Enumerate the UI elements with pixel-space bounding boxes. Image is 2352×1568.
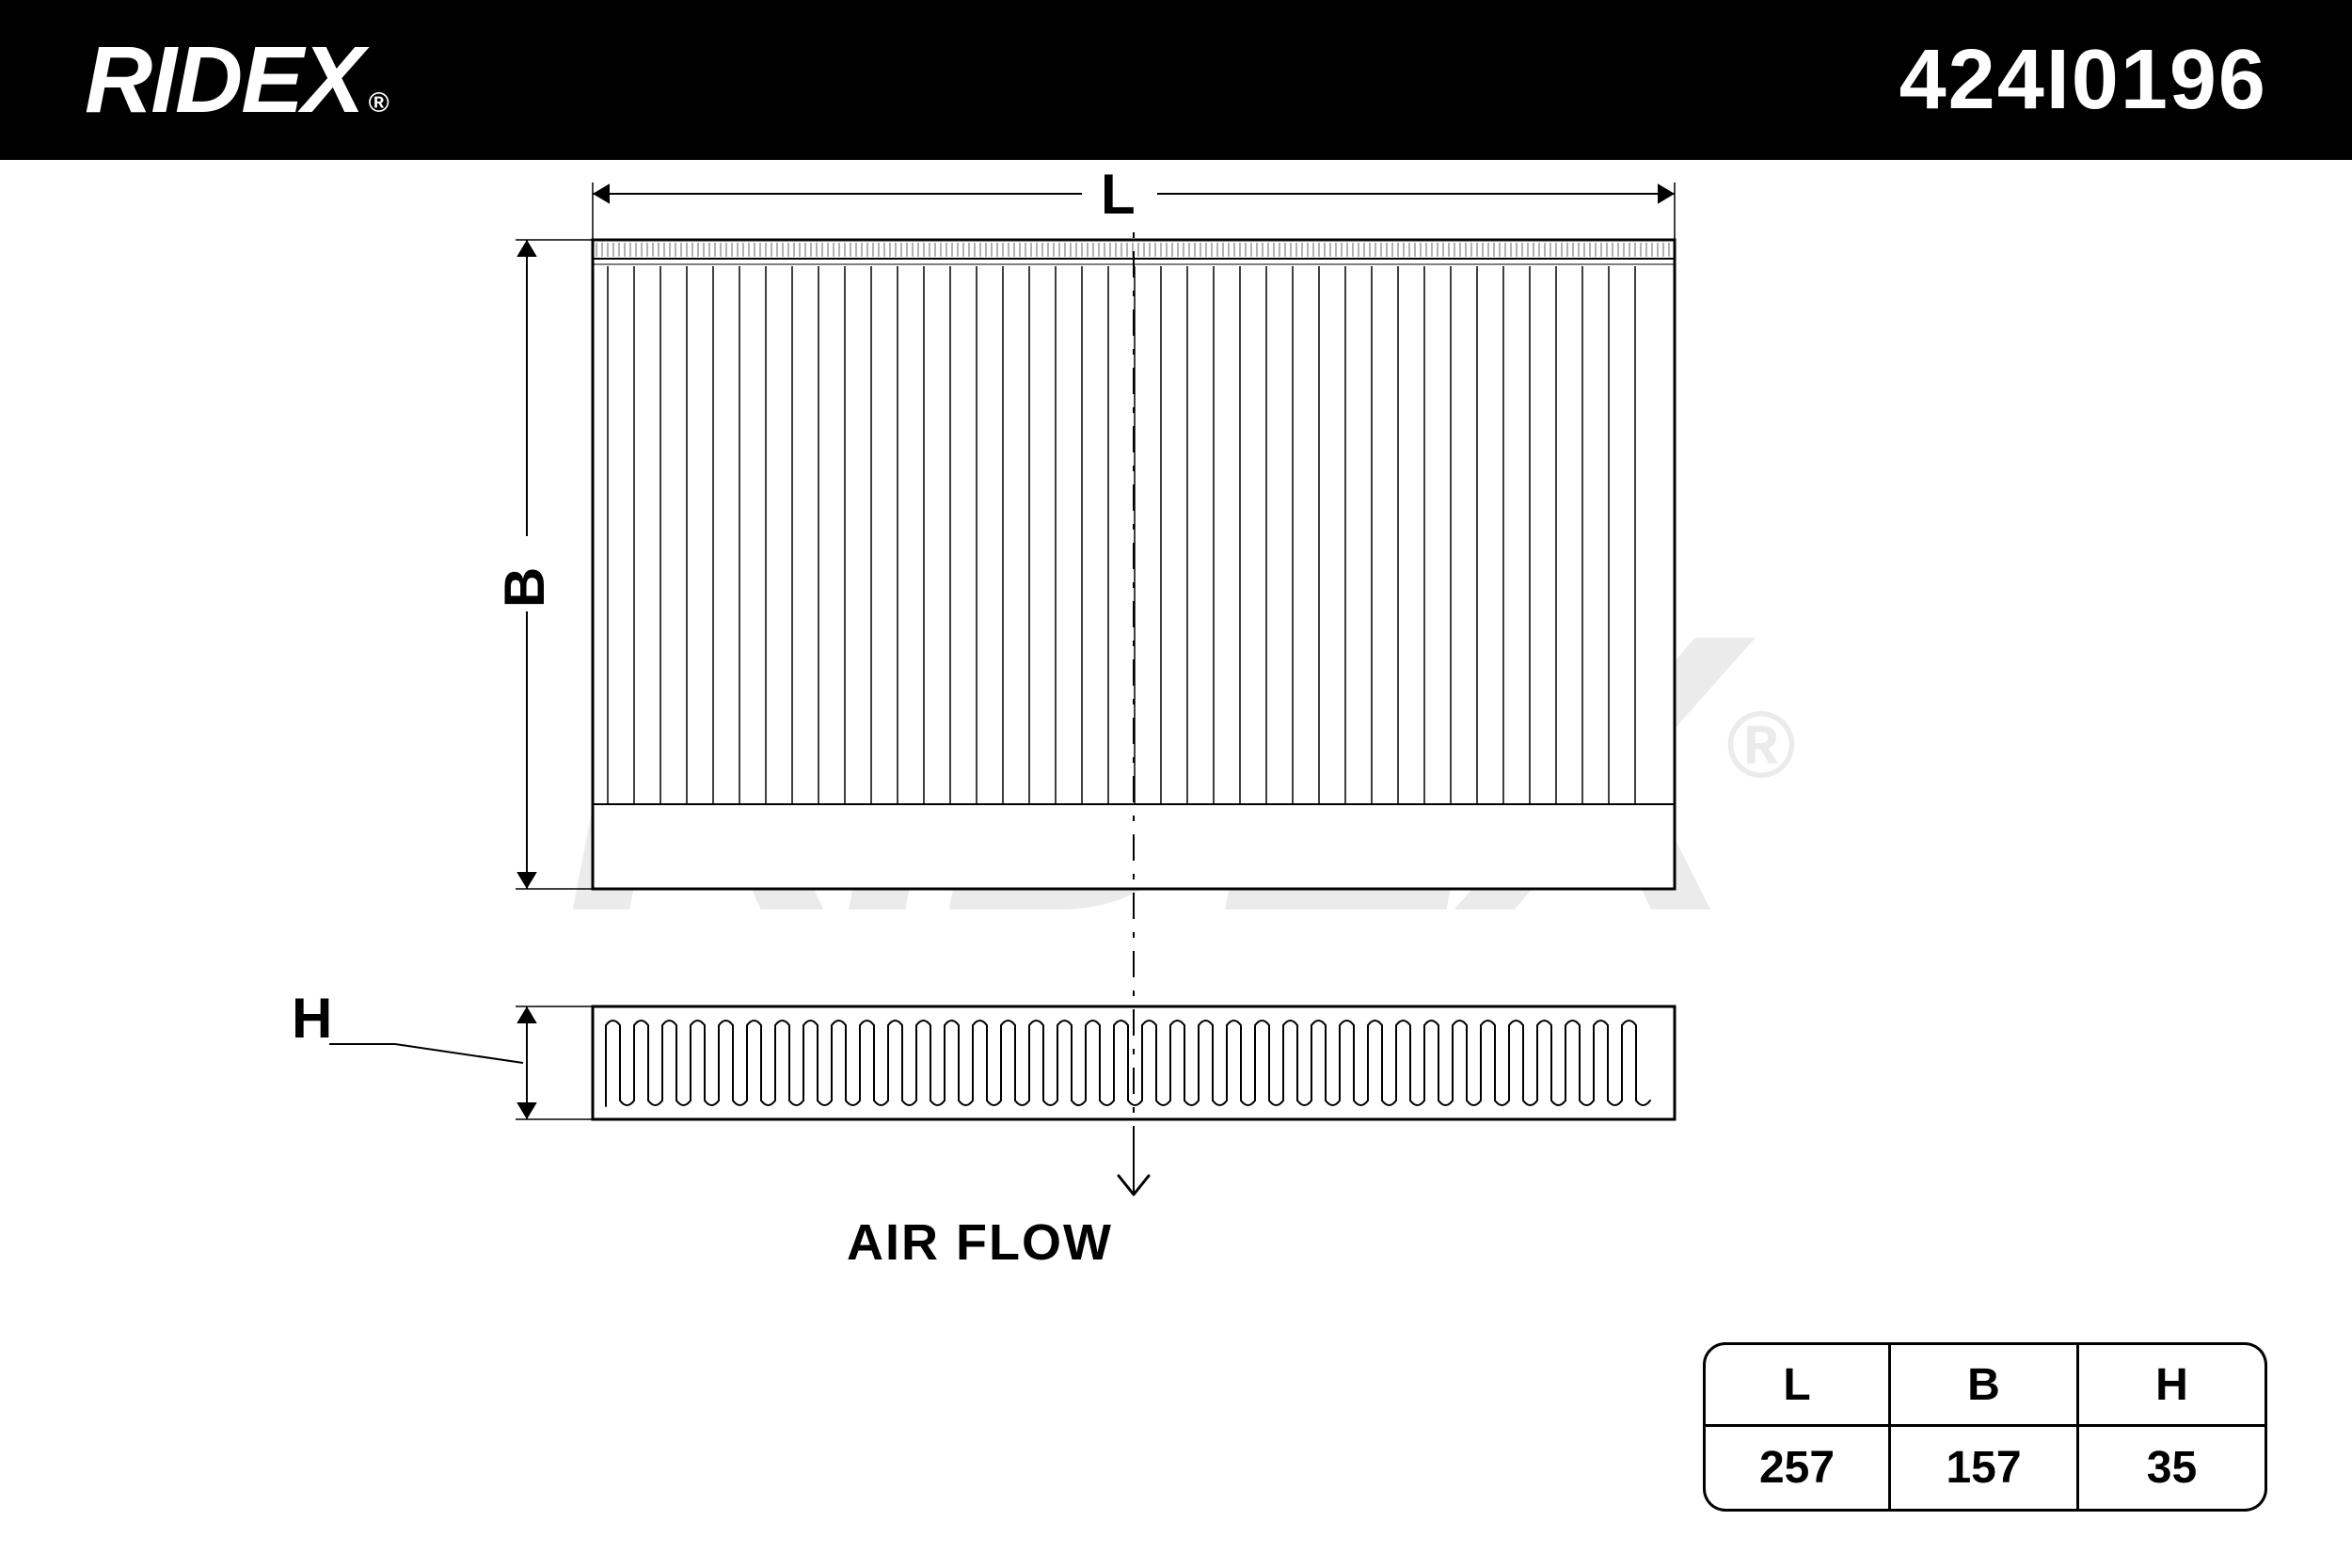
table-value-b: 157 [1891,1427,2079,1512]
table-value-h: 35 [2079,1427,2267,1512]
table-row: 257 157 35 [1703,1427,2267,1512]
table-value-l: 257 [1703,1427,1891,1512]
table-header-l: L [1703,1342,1891,1427]
dimension-label-h: H [292,986,332,1051]
technical-drawing-svg [0,160,2352,1383]
page: RIDEX® 424I0196 RIDEX® L B H AIR FLOW L … [0,0,2352,1568]
dimension-label-b: B [492,567,557,608]
registered-icon: ® [369,87,388,119]
dimension-table: L B H 257 157 35 [1703,1342,2267,1512]
table-header-h: H [2079,1342,2267,1427]
part-number: 424I0196 [1899,32,2267,129]
drawing-area: RIDEX® L B H AIR FLOW L B H 257 157 35 [0,160,2352,1568]
header-bar: RIDEX® 424I0196 [0,0,2352,160]
airflow-label: AIR FLOW [847,1213,1113,1272]
brand-logo: RIDEX® [85,26,388,135]
table-header-b: B [1891,1342,2079,1427]
table-row: L B H [1703,1342,2267,1427]
brand-text: RIDEX [85,26,363,135]
dimension-label-l: L [1101,162,1136,227]
